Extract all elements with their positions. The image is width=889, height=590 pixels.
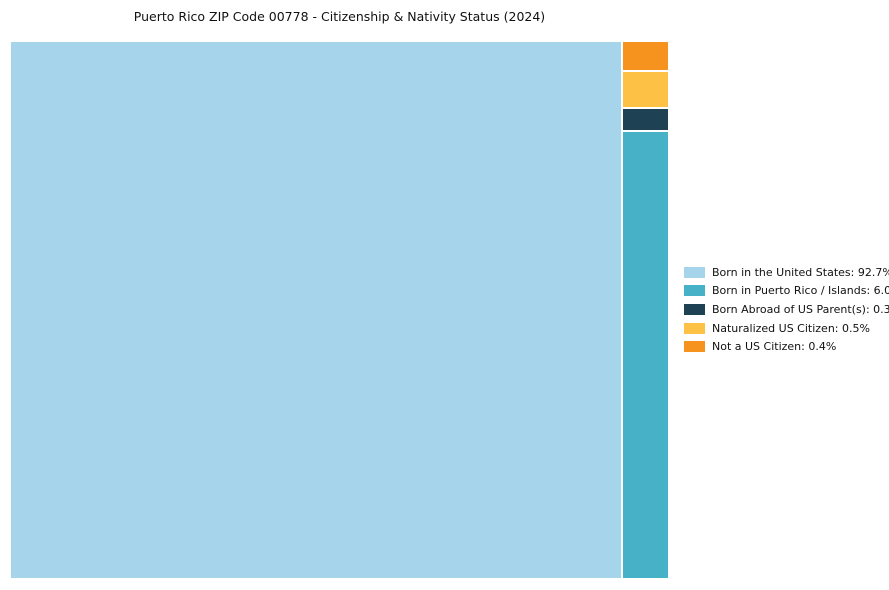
legend-swatch-born-abroad-us-parents (684, 303, 705, 315)
treemap (10, 41, 669, 579)
legend-swatch-born-in-us (684, 266, 705, 278)
legend-item-naturalized-us-citizen: Naturalized US Citizen: 0.5% (684, 319, 889, 338)
legend: Born in the United States: 92.7% Born in… (684, 263, 889, 356)
legend-swatch-naturalized-us-citizen (684, 322, 705, 334)
treemap-block-born-in-us (10, 41, 622, 579)
legend-label-born-abroad-us-parents: Born Abroad of US Parent(s): 0.3% (712, 302, 889, 316)
legend-label-born-in-us: Born in the United States: 92.7% (712, 265, 889, 279)
treemap-block-naturalized-us-citizen (621, 70, 669, 109)
chart-title: Puerto Rico ZIP Code 00778 - Citizenship… (133, 9, 546, 24)
legend-label-born-in-pr-islands: Born in Puerto Rico / Islands: 6.0% (712, 284, 889, 298)
treemap-block-born-abroad-us-parents (621, 108, 669, 131)
legend-label-naturalized-us-citizen: Naturalized US Citizen: 0.5% (712, 321, 870, 335)
legend-swatch-born-in-pr-islands (684, 285, 705, 297)
legend-item-born-in-us: Born in the United States: 92.7% (684, 263, 889, 282)
legend-label-not-us-citizen: Not a US Citizen: 0.4% (712, 340, 837, 354)
treemap-block-not-us-citizen (621, 41, 669, 71)
legend-swatch-not-us-citizen (684, 341, 705, 353)
legend-item-not-us-citizen: Not a US Citizen: 0.4% (684, 337, 889, 356)
treemap-block-born-in-pr-islands (621, 130, 669, 579)
legend-item-born-in-pr-islands: Born in Puerto Rico / Islands: 6.0% (684, 282, 889, 301)
legend-item-born-abroad-us-parents: Born Abroad of US Parent(s): 0.3% (684, 300, 889, 319)
